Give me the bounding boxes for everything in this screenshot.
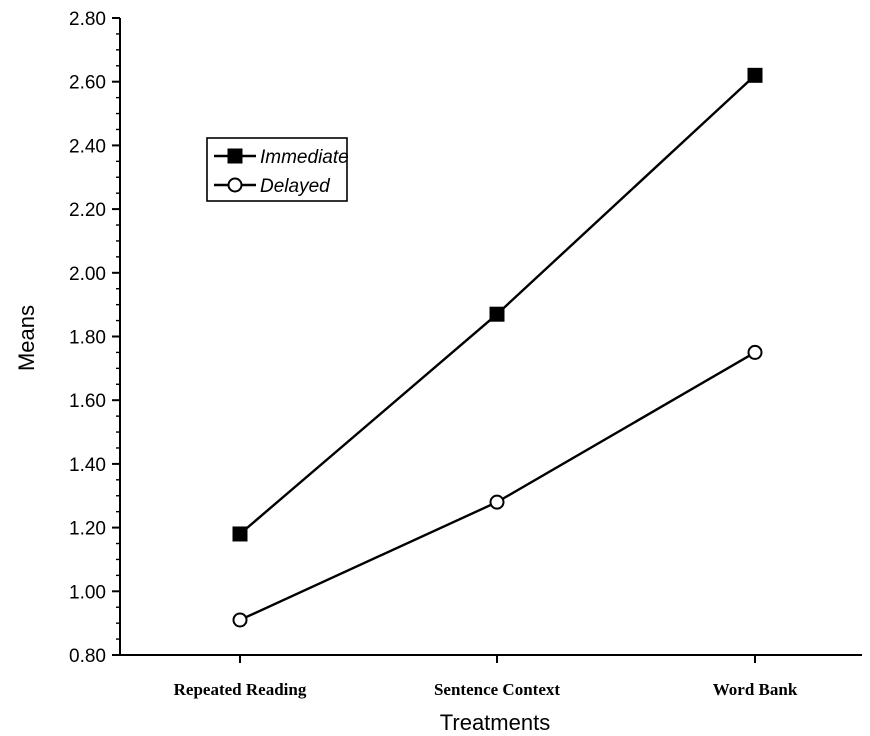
x-category-label: Word Bank — [713, 680, 798, 699]
y-axis-title: Means — [14, 305, 39, 371]
y-tick-label: 2.40 — [69, 136, 106, 157]
x-category-label: Repeated Reading — [174, 680, 307, 699]
y-tick-label: 2.00 — [69, 264, 106, 285]
y-tick-label: 2.80 — [69, 9, 106, 30]
data-point-delayed — [232, 612, 248, 628]
data-point-immediate — [232, 526, 248, 542]
y-tick-label: 1.60 — [69, 391, 106, 412]
series-line-delayed — [239, 351, 756, 622]
legend-label-delayed: Delayed — [260, 176, 331, 197]
data-point-immediate — [489, 306, 505, 322]
legend-marker-immediate — [227, 148, 243, 164]
y-tick-label: 1.40 — [69, 455, 106, 476]
legend: Immediate Delayed — [206, 137, 349, 202]
x-category-label: Sentence Context — [434, 680, 560, 699]
x-axis-title: Treatments — [440, 710, 550, 735]
data-point-immediate — [747, 67, 763, 83]
y-tick-label: 2.60 — [69, 73, 106, 94]
series-lines — [232, 67, 763, 628]
legend-label-immediate: Immediate — [260, 147, 349, 168]
x-axis: Repeated Reading Sentence Context Word Ban… — [120, 654, 862, 699]
legend-marker-delayed — [227, 177, 243, 193]
y-axis: 0.80 1.00 1.20 1.40 1.60 1.80 2.00 2.20 2.40 2.60… — [69, 9, 121, 667]
y-tick-label: 1.80 — [69, 328, 106, 349]
data-point-delayed — [489, 494, 505, 510]
y-tick-label: 1.20 — [69, 519, 106, 540]
y-tick-label: 2.20 — [69, 200, 106, 221]
y-tick-label: 1.00 — [69, 582, 106, 603]
data-point-delayed — [747, 344, 763, 360]
y-tick-label: 0.80 — [69, 646, 106, 667]
